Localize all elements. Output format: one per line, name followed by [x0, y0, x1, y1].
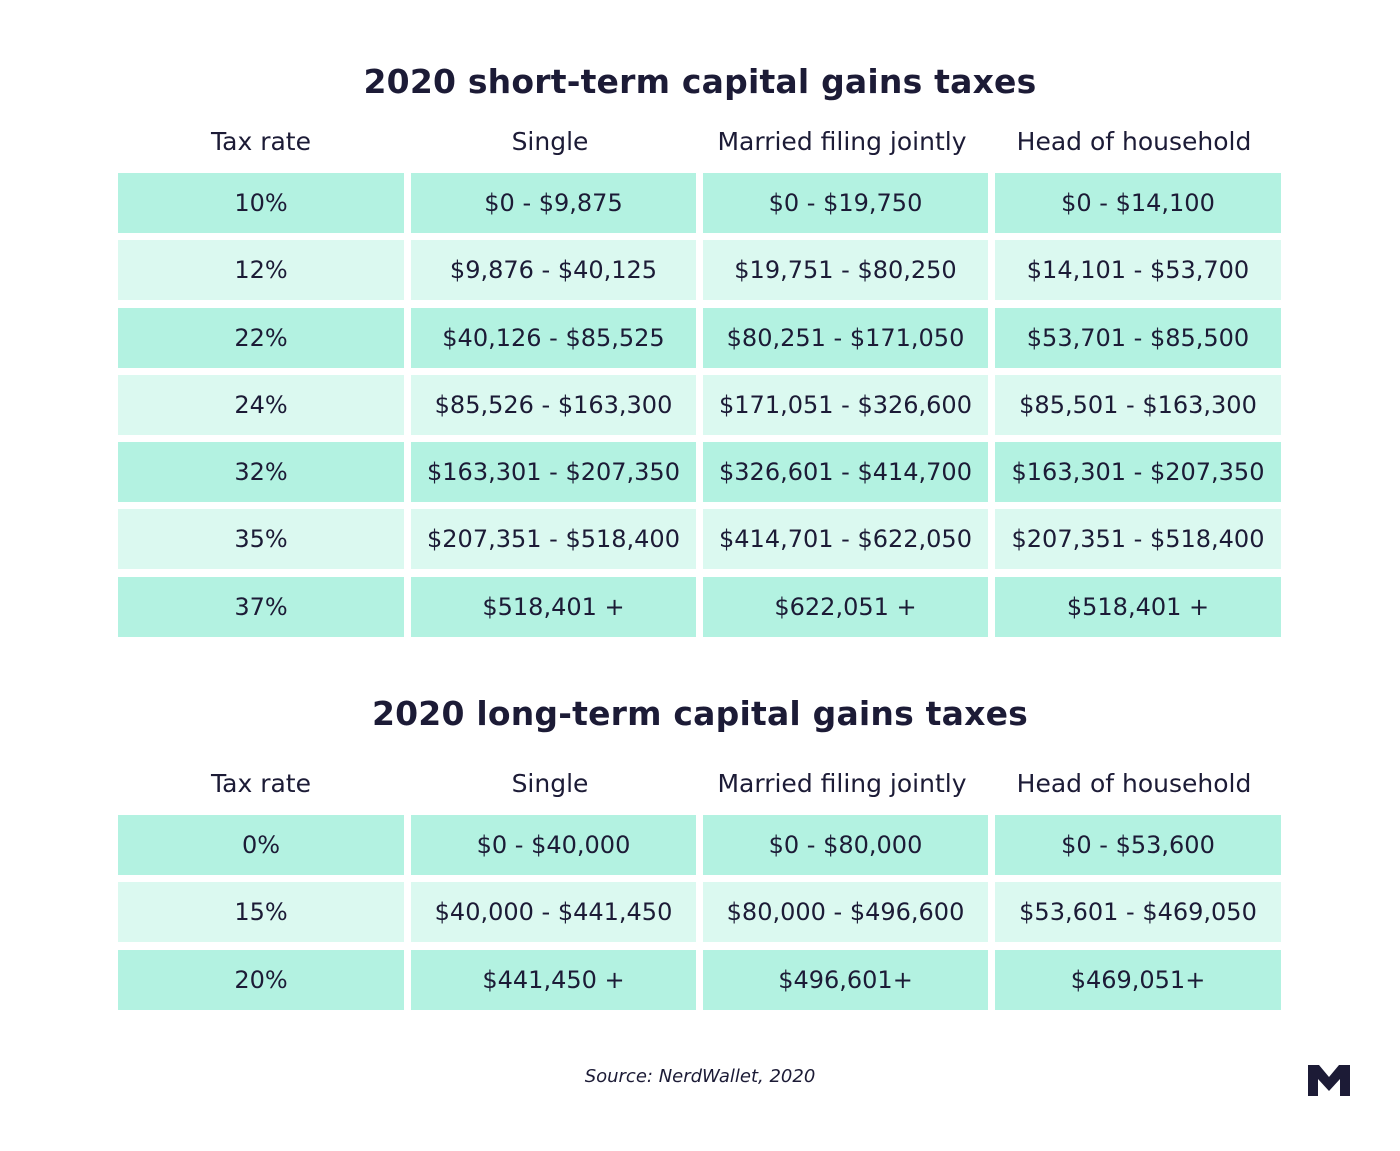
short-term-rows: 10% $0 - $9,875 $0 - $19,750 $0 - $14,100 12… [118, 173, 1282, 644]
bracket-cell: $0 - $53,600 [995, 815, 1281, 875]
table-row: 15% $40,000 - $441,450 $80,000 - $496,600 $… [118, 882, 1282, 943]
bracket-cell: $0 - $19,750 [703, 173, 988, 233]
bracket-cell: $53,601 - $469,050 [995, 882, 1281, 943]
bracket-cell: $80,000 - $496,600 [703, 882, 988, 943]
column-header-tax-rate: Tax rate [211, 769, 311, 798]
short-term-header-row: Tax rate Single Married filing jointly H… [118, 122, 1282, 162]
tax-rate-cell: 32% [118, 442, 404, 503]
long-term-title: 2020 long-term capital gains taxes [371, 694, 1029, 733]
table-row: 37% $518,401 + $622,051 + $518,401 + [118, 576, 1282, 637]
column-header-married: Married filing jointly [717, 127, 967, 156]
bracket-cell: $9,876 - $40,125 [411, 240, 696, 301]
long-term-header-row: Tax rate Single Married filing jointly H… [118, 764, 1282, 804]
tax-rate-cell: 10% [118, 173, 404, 233]
bracket-cell: $518,401 + [995, 576, 1281, 637]
table-row: 24% $85,526 - $163,300 $171,051 - $326,600… [118, 374, 1282, 435]
bracket-cell: $14,101 - $53,700 [995, 240, 1281, 301]
bracket-cell: $163,301 - $207,350 [411, 442, 696, 503]
tax-rate-cell: 24% [118, 374, 404, 435]
long-term-rows: 0% $0 - $40,000 $0 - $80,000 $0 - $53,600 15… [118, 815, 1282, 1017]
bracket-cell: $0 - $9,875 [411, 173, 696, 233]
column-header-single: Single [511, 127, 589, 156]
table-row: 20% $441,450 + $496,601+ $469,051+ [118, 949, 1282, 1010]
bracket-cell: $163,301 - $207,350 [995, 442, 1281, 503]
table-row: 32% $163,301 - $207,350 $326,601 - $414,70… [118, 442, 1282, 503]
table-row: 12% $9,876 - $40,125 $19,751 - $80,250 $14,… [118, 240, 1282, 301]
bracket-cell: $622,051 + [703, 576, 988, 637]
tax-rate-cell: 0% [118, 815, 404, 875]
m-logo-icon [1308, 1065, 1350, 1096]
tax-rate-cell: 12% [118, 240, 404, 301]
bracket-cell: $85,501 - $163,300 [995, 374, 1281, 435]
bracket-cell: $85,526 - $163,300 [411, 374, 696, 435]
bracket-cell: $414,701 - $622,050 [703, 509, 988, 570]
column-header-head-of-household: Head of household [1016, 127, 1252, 156]
tax-rate-cell: 35% [118, 509, 404, 570]
source-note: Source: NerdWallet, 2020 [584, 1066, 816, 1087]
short-term-title: 2020 short-term capital gains taxes [363, 62, 1037, 101]
tax-rate-cell: 37% [118, 576, 404, 637]
bracket-cell: $0 - $40,000 [411, 815, 696, 875]
tax-rate-cell: 15% [118, 882, 404, 943]
bracket-cell: $207,351 - $518,400 [411, 509, 696, 570]
bracket-cell: $518,401 + [411, 576, 696, 637]
bracket-cell: $0 - $80,000 [703, 815, 988, 875]
table-row: 0% $0 - $40,000 $0 - $80,000 $0 - $53,600 [118, 815, 1282, 875]
bracket-cell: $19,751 - $80,250 [703, 240, 988, 301]
tax-rate-cell: 22% [118, 307, 404, 368]
table-row: 35% $207,351 - $518,400 $414,701 - $622,05… [118, 509, 1282, 570]
bracket-cell: $469,051+ [995, 949, 1281, 1010]
bracket-cell: $0 - $14,100 [995, 173, 1281, 233]
column-header-tax-rate: Tax rate [211, 127, 311, 156]
column-header-married: Married filing jointly [717, 769, 967, 798]
bracket-cell: $53,701 - $85,500 [995, 307, 1281, 368]
column-header-single: Single [511, 769, 589, 798]
table-row: 10% $0 - $9,875 $0 - $19,750 $0 - $14,100 [118, 173, 1282, 233]
bracket-cell: $496,601+ [703, 949, 988, 1010]
bracket-cell: $171,051 - $326,600 [703, 374, 988, 435]
bracket-cell: $326,601 - $414,700 [703, 442, 988, 503]
tax-rate-cell: 20% [118, 949, 404, 1010]
bracket-cell: $40,126 - $85,525 [411, 307, 696, 368]
bracket-cell: $40,000 - $441,450 [411, 882, 696, 943]
column-header-head-of-household: Head of household [1016, 769, 1252, 798]
bracket-cell: $207,351 - $518,400 [995, 509, 1281, 570]
bracket-cell: $441,450 + [411, 949, 696, 1010]
table-row: 22% $40,126 - $85,525 $80,251 - $171,050 $5… [118, 307, 1282, 368]
bracket-cell: $80,251 - $171,050 [703, 307, 988, 368]
